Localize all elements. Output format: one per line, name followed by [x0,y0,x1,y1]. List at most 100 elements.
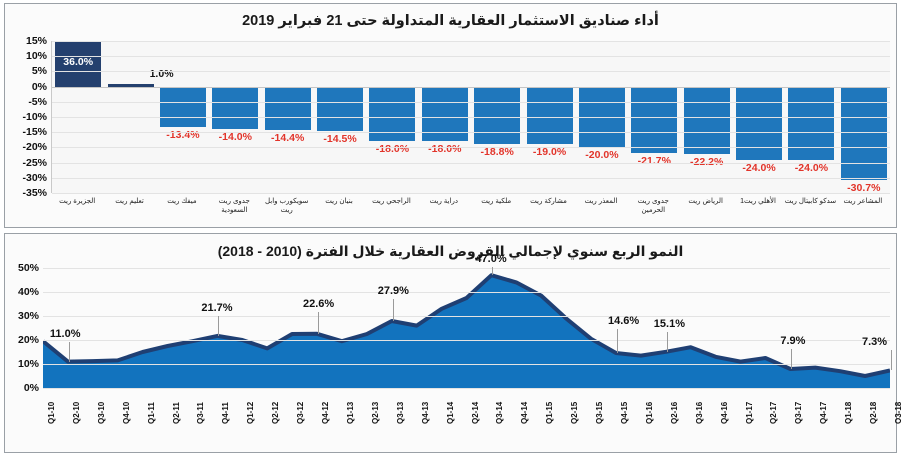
x-axis-category-label: جدوى ريت السعودية [218,198,250,214]
y-axis-tick: -20% [22,141,47,154]
bar[interactable] [631,86,678,153]
gridline [43,292,890,293]
x-axis-tick: Q3-14 [495,401,505,424]
x-axis-tick: Q4-12 [321,401,331,424]
bar-value-label: -18.0% [375,143,410,156]
leader-line [68,341,70,362]
x-axis-category-label: سدكو كابيتال ريت [784,198,837,205]
y-axis-tick: -10% [22,111,47,123]
bar-value-label: -18.8% [480,145,514,158]
bar[interactable] [159,86,206,128]
bar-value-label: -14.4% [271,132,305,145]
bar[interactable] [736,86,783,160]
y-axis-tick: -15% [22,126,47,139]
gridline [52,117,890,118]
y-axis-tick: 5% [31,65,47,78]
x-axis-category-label: ميفك ريت [167,198,197,205]
data-point-label: 14.6% [607,314,640,327]
reits-performance-chart-panel: أداء صناديق الاستثمار العقارية المتداولة… [4,3,897,228]
x-axis-category-label: الرياض ريت [688,198,723,205]
data-point-label: 22.6% [303,297,335,310]
x-axis-category-label: الراجحي ريت [372,198,411,205]
gridline [52,101,890,103]
gridline [52,177,890,179]
y-axis-tick: 30% [17,310,39,322]
bar[interactable] [264,86,311,131]
x-axis-tick: Q2-14 [470,401,480,424]
x-axis-tick: Q1-18 [844,401,854,424]
x-axis-tick: Q2-16 [669,401,679,424]
x-axis-category-label: ملكية ريت [481,198,512,205]
reits-plot-area: 36.0% 1.0% -13.4% -14.0% -14.4% -14.5% -18.0% -… [51,41,890,194]
y-axis-tick: -5% [28,95,47,108]
x-axis-tick: Q4-15 [619,401,629,424]
x-axis-tick: Q4-14 [520,401,530,424]
x-axis-tick: Q3-18 [894,401,901,424]
x-axis-tick: Q1-16 [644,401,654,424]
bar-value-label: -14.5% [323,132,357,145]
x-axis-tick: Q1-15 [545,401,555,424]
x-axis-tick: Q3-12 [296,401,306,424]
bar-value-label: -20.0% [585,149,619,162]
data-point-label: 7.9% [780,335,806,348]
gridline [52,41,890,42]
x-axis-tick: Q4-10 [121,401,131,424]
bar[interactable] [212,86,259,130]
y-axis-tick: -35% [22,187,47,199]
x-axis-category-label: مشاركة ريت [530,198,567,205]
x-axis-category-label: الجزيرة ريت [59,198,96,205]
x-axis-tick: Q2-15 [570,401,580,424]
bar-value-label: -24.0% [742,161,776,174]
x-axis-tick: Q2-17 [769,401,779,424]
x-axis-category-label: الأهلي ريت1 [740,198,776,205]
mortgage-growth-chart-panel: النمو الربع سنوي لإجمالي القروض العقارية… [4,233,901,453]
gridline [43,316,890,317]
bar-value-label: -14.0% [218,131,252,144]
gridline [43,364,890,365]
y-axis-tick: 20% [17,334,39,346]
leader-line [392,299,394,322]
x-axis-category-label: دراية ريت [429,198,458,205]
data-point-label: 11.0% [49,327,81,340]
bar[interactable] [55,41,102,87]
gridline [52,193,890,194]
gridline [52,86,890,88]
x-axis-tick: Q3-11 [196,402,206,424]
x-axis-tick: Q1-17 [744,401,754,424]
bar[interactable] [474,86,521,144]
bar[interactable] [317,86,364,131]
x-axis-tick: Q3-16 [694,401,704,424]
bar[interactable] [683,86,730,155]
bar-value-label: -30.7% [847,181,881,194]
leader-line [492,267,494,276]
x-axis-category-label: تعليم ريت [115,198,144,205]
bar-value-label: -24.0% [794,161,829,174]
leader-line [666,331,668,352]
bar[interactable] [840,86,887,180]
reits-bars-layer: 36.0% 1.0% -13.4% -14.0% -14.4% -14.5% -18.0% -… [52,41,890,194]
bar[interactable] [107,83,154,87]
x-axis-category-label: المشاعر ريت [843,198,883,205]
gridline [52,71,890,73]
leader-line [218,315,220,336]
x-axis-tick: Q4-16 [719,401,729,424]
data-point-label: 7.3% [862,336,888,349]
bar[interactable] [526,86,573,145]
x-axis-category-label: سويكورب وابل ريت [264,198,309,214]
bar-value-label: -22.2% [676,156,738,168]
x-axis-tick: Q1-11 [146,402,156,424]
gridline [43,388,890,389]
y-axis-tick: 40% [17,286,39,298]
x-axis-tick: Q1-10 [47,401,56,424]
leader-line [616,328,618,353]
gridline [52,162,890,164]
mortgage-chart-title: النمو الربع سنوي لإجمالي القروض العقارية… [217,243,684,259]
y-axis-tick: 0% [31,80,47,93]
mortgage-area-series [43,273,890,388]
y-axis-tick: -25% [22,156,47,169]
bar[interactable] [578,86,625,148]
bar[interactable] [788,86,835,160]
bar-value-label: 1.0% [149,67,174,80]
x-axis-category-label: بنيان ريت [325,198,353,205]
data-point-label: 15.1% [653,317,685,330]
